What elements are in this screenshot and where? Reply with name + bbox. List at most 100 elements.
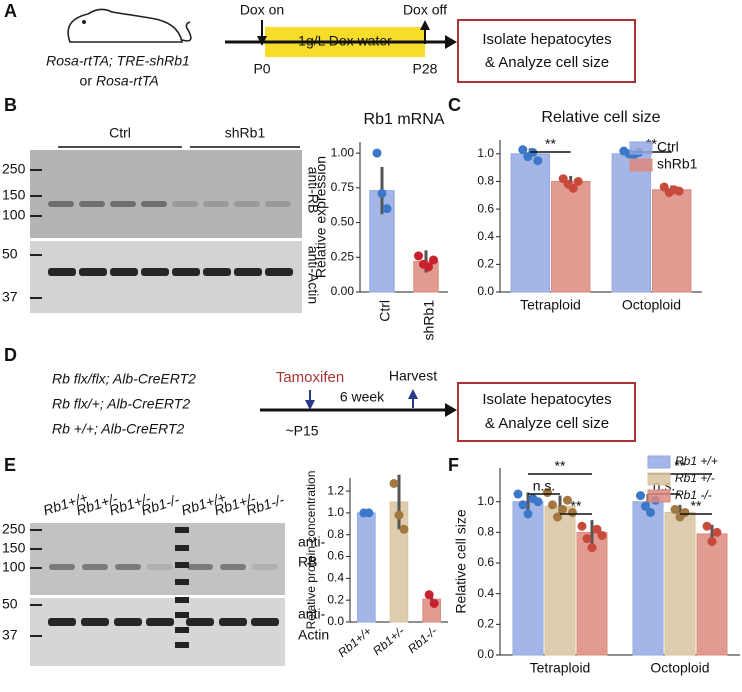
blot-actin [30,241,302,313]
significance-label: n.s. [533,478,556,494]
data-point [553,512,562,522]
y-tick-label: 0.50 [331,215,355,229]
ladder-band [175,562,189,568]
ladder-band [175,527,189,533]
data-point [548,500,557,510]
outcome-box [457,382,636,442]
timeline-label: Harvest [389,368,437,384]
y-tick-label: 0.8 [477,525,494,539]
significance-label: ** [675,458,686,474]
panel-label: D [4,345,17,365]
band [203,268,231,276]
x-tick-label: Rb1+/+ [335,624,374,660]
bar [696,533,728,656]
genotype-connector: or [80,73,93,89]
legend-label: Rb1 -/- [675,488,712,502]
panel-label: B [4,95,17,115]
data-point [702,521,712,531]
data-point [364,508,374,518]
data-point [707,537,717,547]
data-point [680,507,690,517]
timeline-label: Dox off [403,2,447,18]
y-tick-label: 0.6 [477,555,494,569]
legend-swatch [647,489,671,503]
data-point [513,489,523,499]
band [186,618,214,626]
marker-label: 37 [2,289,18,305]
bar [512,501,544,656]
data-point [543,488,552,498]
marker-label: 50 [2,596,18,612]
data-point [424,262,433,272]
data-point [518,500,528,510]
ladder-band [175,642,189,648]
data-point [712,527,722,537]
y-tick-label: 1.0 [327,505,344,519]
data-point [429,255,438,265]
group-label: Ctrl [109,125,131,141]
outcome-text: Isolate hepatocytes [482,31,611,48]
data-point [592,524,602,534]
chart-title: Relative cell size [541,109,660,126]
bar [664,511,696,656]
marker-label: 37 [2,627,18,643]
y-axis-label: Relative protein concentration [304,471,318,630]
ladder-band [175,545,189,551]
antibody-label: anti- [298,534,326,550]
bar [544,505,576,656]
data-point [568,183,578,193]
x-tick-label: Tetraploid [530,660,591,676]
y-tick-label: 0.75 [331,180,355,194]
y-tick-label: 0.2 [327,592,344,606]
marker-label: 100 [2,207,26,223]
y-tick-label: 0.8 [477,174,494,188]
band [79,201,105,207]
y-tick-label: 1.0 [477,146,494,160]
data-point [582,534,592,544]
data-point [518,145,528,155]
ladder-band [175,612,189,618]
band [48,618,76,626]
band [110,268,138,276]
data-point [523,509,533,519]
x-tick-label: shRb1 [421,300,437,341]
data-point [577,521,587,531]
y-axis-label: Relative cell size [453,509,469,613]
bar [357,512,376,623]
timeline-label: Tamoxifen [276,369,344,386]
timeline-label: Dox on [240,2,284,18]
panel-label: E [4,455,16,475]
legend-swatch [647,472,671,486]
legend-swatch [629,141,653,155]
mouse-icon [67,8,192,43]
antibody-label: RB [298,554,317,570]
timeline-label: ~P15 [285,423,318,439]
legend-swatch [647,455,671,469]
y-tick-label: 0.2 [477,257,494,271]
marker-label: 100 [2,559,26,575]
band [234,268,262,276]
arrow-head [305,400,315,410]
band [146,618,174,626]
data-point [597,530,607,540]
y-tick-label: 1.00 [331,145,355,159]
data-point [587,543,597,553]
arrow-head [420,20,430,30]
blot-rb [30,523,285,595]
genotype: Rb +/+; Alb-CreERT2 [52,421,184,437]
marker-label: 250 [2,161,26,177]
band [48,268,76,276]
band [81,618,109,626]
y-tick-label: 1.2 [327,483,344,497]
genotype: Rosa-rtTA; TRE-shRb1 [46,53,190,69]
band [141,268,169,276]
x-tick-label: Rb1+/- [370,624,407,658]
band [265,268,293,276]
x-tick-label: Octoploid [650,660,709,676]
outcome-text: & Analyze cell size [485,415,609,432]
legend-label: Ctrl [657,139,679,155]
x-tick-label: Tetraploid [520,297,581,313]
antibody-label: anti- [298,606,326,622]
band [220,564,246,570]
